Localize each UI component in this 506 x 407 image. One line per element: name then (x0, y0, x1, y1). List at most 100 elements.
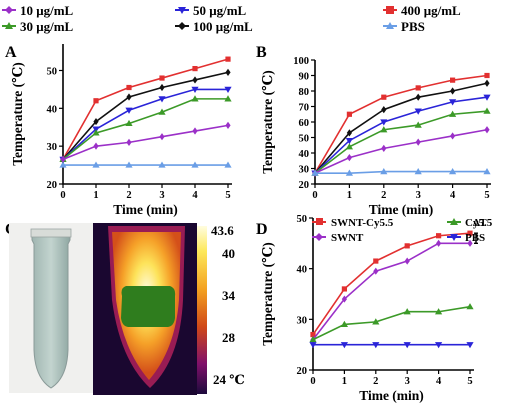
data-point (192, 127, 198, 135)
legend-marker (5, 22, 13, 29)
legend-item-30: 30 μg/mL (2, 19, 74, 34)
data-point (126, 138, 132, 146)
data-point (381, 94, 387, 100)
y-tick-label: 20 (47, 180, 58, 191)
data-point (60, 155, 66, 164)
series-line (62, 88, 228, 160)
data-point (125, 107, 133, 114)
data-point (466, 303, 474, 310)
colorbar-tick: 34 (222, 288, 236, 303)
y-tick-label: 20 (299, 180, 310, 191)
legend-label: PBS (401, 19, 425, 34)
data-point (415, 93, 421, 101)
data-point (403, 308, 411, 315)
x-axis-label: Time (min) (359, 388, 424, 403)
data-point (192, 65, 198, 72)
thermal-image (93, 223, 197, 395)
data-point (467, 230, 473, 236)
x-tick-label: 1 (93, 190, 98, 201)
x-axis-label: Time (min) (369, 202, 434, 217)
series-line (62, 58, 229, 160)
legend-label: SWNT (331, 232, 364, 244)
data-point (125, 119, 133, 127)
data-point (380, 119, 388, 126)
y-tick-label: 60 (299, 118, 310, 129)
data-point (467, 239, 473, 247)
y-tick-label: 80 (299, 87, 310, 98)
data-point (414, 121, 422, 128)
series-line (314, 96, 488, 174)
data-point (435, 342, 443, 349)
data-point (380, 126, 388, 133)
data-point (415, 85, 421, 91)
top-legend: 10 μg/mL 30 μg/mL 50 μg/mL 100 μg/mL 400… (2, 3, 461, 34)
data-point (404, 257, 410, 265)
x-tick-label: 2 (373, 376, 378, 387)
series-line (312, 242, 470, 341)
series-line (315, 170, 487, 174)
data-point (191, 161, 199, 168)
x-tick-label: 4 (436, 376, 442, 387)
data-point (225, 68, 231, 76)
series-line (314, 128, 488, 174)
panel-label-a: A (5, 44, 17, 61)
series-line (314, 82, 488, 174)
x-tick-label: 2 (126, 190, 131, 201)
colorbar-tick: 24 ℃ (213, 372, 245, 387)
y-axis-label: Temperature (℃) (10, 62, 25, 166)
series-line (312, 232, 471, 335)
series (309, 303, 474, 343)
data-point (449, 99, 457, 106)
series-line (62, 124, 229, 161)
x-tick-label: 1 (347, 190, 352, 201)
data-point (415, 138, 421, 146)
data-point (346, 111, 352, 117)
x-tick-label: 4 (192, 190, 198, 201)
y-tick-label: 50 (47, 66, 58, 77)
legend-label: 400 μg/mL (401, 3, 461, 18)
data-point (224, 86, 232, 94)
series (310, 230, 473, 338)
data-point (372, 318, 380, 325)
data-point (466, 342, 474, 349)
data-point (483, 168, 491, 175)
legend-marker (450, 218, 458, 225)
y-tick-label: 40 (299, 149, 310, 160)
legend-label: 50 μg/mL (193, 3, 247, 18)
data-point (345, 143, 353, 150)
legend-label: Cy5.5 (465, 217, 493, 229)
series (310, 239, 473, 344)
series (309, 342, 474, 349)
legend-marker (450, 234, 458, 241)
data-point (435, 308, 443, 315)
delta-t-bracket (474, 232, 478, 245)
y-tick-label: 40 (47, 104, 58, 115)
data-point (225, 56, 231, 62)
legend-marker (316, 218, 323, 225)
legend-label: 100 μg/mL (193, 19, 253, 34)
series (59, 161, 232, 168)
data-point (436, 239, 442, 247)
chart-b: 0 1 2 3 4 5 20 30 40 50 60 70 80 90 100 Time (min) Tempe… (260, 56, 491, 217)
data-point (93, 98, 99, 104)
legend-marker (5, 6, 13, 14)
legend-item-100: 100 μg/mL (175, 19, 253, 34)
colorbar-tick: 40 (222, 246, 235, 261)
data-point (483, 107, 491, 114)
x-tick-label: 3 (159, 190, 164, 201)
x-tick-label: 1 (342, 376, 347, 387)
legend-item-400: 400 μg/mL (383, 3, 461, 18)
data-point (404, 243, 410, 249)
panel-label-b: B (256, 44, 267, 61)
y-axis-label: Temperature (℃) (260, 70, 275, 174)
x-tick-label: 5 (467, 376, 472, 387)
x-tick-label: 4 (450, 190, 456, 201)
legend-item-50: 50 μg/mL (175, 3, 247, 18)
data-point (341, 295, 347, 303)
data-point (403, 342, 411, 349)
x-axis-label: Time (min) (113, 202, 178, 217)
legend-item-pbs: PBS (383, 19, 425, 34)
tube-cap (30, 228, 72, 238)
x-tick-label: 2 (381, 190, 386, 201)
